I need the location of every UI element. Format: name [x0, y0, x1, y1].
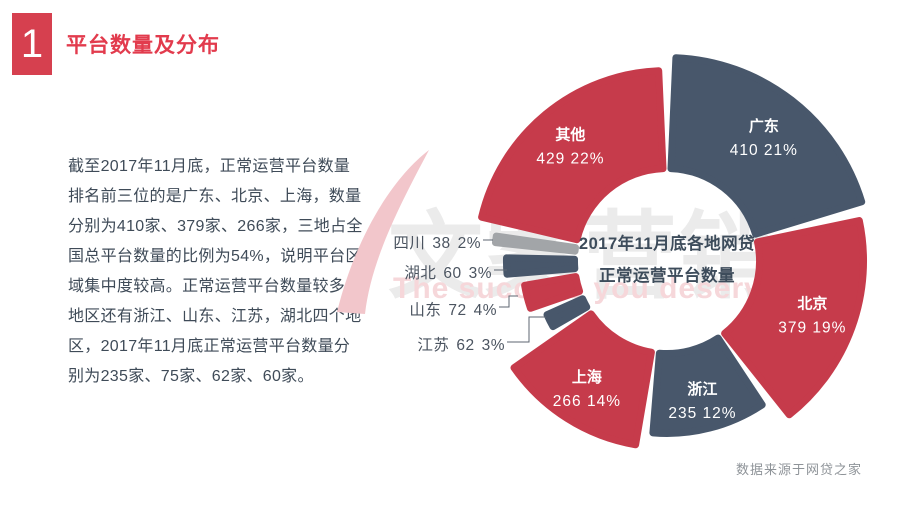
slice-label-name: 江苏 [417, 337, 450, 354]
slice-label-value: 72 [448, 302, 467, 319]
slice-beijing [721, 217, 867, 419]
watermark-logo-swoosh [337, 150, 429, 314]
slice-value-guangdong: 410 21% [730, 142, 798, 159]
intro-line: 区，2017年11月底正常运营平台数量分 [68, 338, 351, 355]
section-number: 1 [20, 22, 44, 66]
slice-zhejiang [649, 334, 766, 437]
slice-shanghai [510, 310, 655, 449]
intro-line: 分别为410家、379家、266家，三地占全 [68, 218, 363, 235]
slice-name-beijing: 北京 [797, 294, 827, 312]
slice-name-shanghai: 上海 [572, 368, 602, 386]
slice-sichuan [492, 232, 579, 255]
slice-label-value: 38 [432, 235, 451, 252]
source-note: 数据来源于网贷之家 [736, 462, 863, 477]
intro-line: 截至2017年11月底，正常运营平台数量 [68, 158, 351, 175]
slice-shandong [521, 273, 584, 312]
slice-name-guangdong: 广东 [749, 117, 779, 135]
slice-value-zhejiang: 235 12% [668, 405, 736, 422]
slice-value-beijing: 379 19% [778, 319, 846, 336]
intro-line: 国总平台数量的比例为54%，说明平台区 [68, 248, 362, 265]
slice-name-zhejiang: 浙江 [687, 380, 717, 398]
slice-label-pct: 3% [468, 265, 492, 282]
section-number-badge: 1 [12, 13, 52, 75]
slice-hubei [502, 254, 579, 278]
slice-label-pct: 3% [481, 337, 505, 354]
slice-label-jiangsu: 江苏 62 3% [417, 333, 505, 355]
slice-label-sichuan: 四川 38 2% [393, 231, 481, 253]
leader-line-jiangsu [507, 316, 546, 343]
slice-label-value: 60 [443, 265, 462, 282]
leader-line-shandong [499, 295, 518, 308]
chart-center-title: 2017年11月底各地网贷 正常运营平台数量 [547, 228, 787, 292]
slice-qita [478, 67, 667, 244]
chart-center-title-line2: 正常运营平台数量 [599, 267, 735, 285]
intro-line: 域集中度较高。正常运营平台数量较多的 [68, 278, 362, 295]
slice-label-shandong: 山东 72 4% [409, 298, 497, 320]
slice-label-name: 湖北 [404, 265, 437, 282]
page-title: 平台数量及分布 [66, 34, 220, 57]
intro-line: 地区还有浙江、山东、江苏，湖北四个地 [68, 308, 362, 325]
slice-label-name: 四川 [393, 235, 426, 252]
chart-center-title-line1: 2017年11月底各地网贷 [578, 235, 756, 253]
slice-name-qita: 其他 [555, 125, 585, 143]
slice-label-pct: 2% [457, 235, 481, 252]
slice-value-shanghai: 266 14% [553, 393, 621, 410]
slice-label-pct: 4% [473, 302, 497, 319]
intro-line: 排名前三位的是广东、北京、上海，数量 [68, 188, 362, 205]
slice-label-name: 山东 [409, 302, 442, 319]
slice-label-value: 62 [456, 337, 475, 354]
slice-label-hubei: 湖北 60 3% [404, 261, 492, 283]
slice-value-qita: 429 22% [536, 150, 604, 167]
slice-jiangsu [543, 295, 591, 331]
intro-paragraph: 截至2017年11月底，正常运营平台数量 排名前三位的是广东、北京、上海，数量 … [68, 152, 368, 392]
slice-guangdong [667, 54, 866, 238]
intro-line: 别为235家、75家、62家、60家。 [68, 368, 314, 385]
